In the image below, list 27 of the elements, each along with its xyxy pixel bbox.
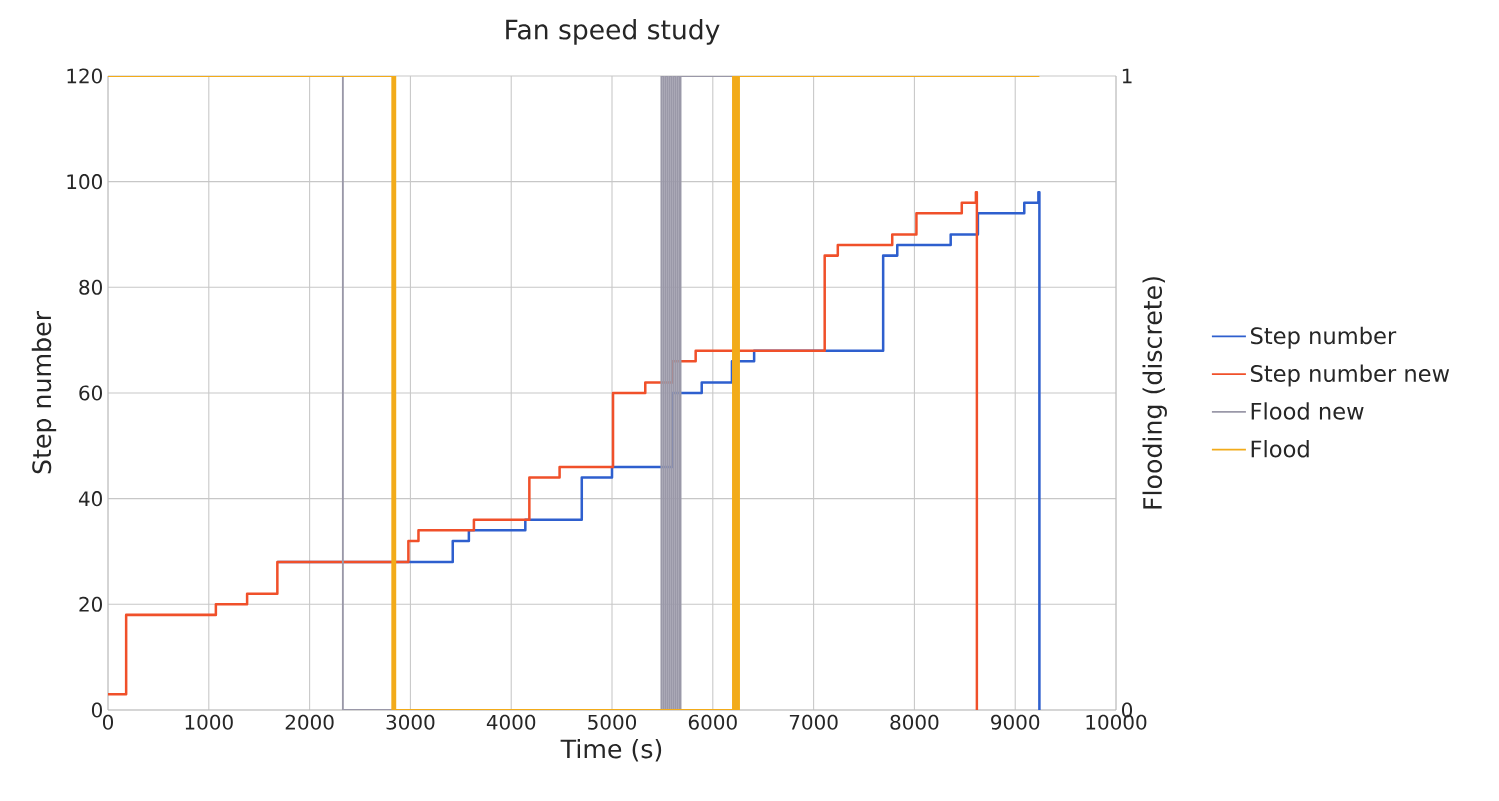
y-tick-label: 60	[79, 385, 102, 401]
x-tick-label: 9000	[991, 714, 1040, 730]
y-tick-label: 20	[79, 596, 102, 612]
legend-label: Step number	[1250, 326, 1397, 349]
x-tick-label: 7000	[789, 714, 838, 730]
x-tick-label: 5000	[588, 714, 637, 730]
x-tick-label: 1000	[185, 714, 233, 730]
x-tick-label: 0	[102, 714, 114, 730]
y-tick-label: 0	[91, 702, 102, 718]
y-tick-label: 40	[78, 491, 102, 507]
chart-title: Fan speed study	[506, 19, 720, 45]
y-axis-title: Step number	[31, 311, 57, 474]
y-tick-label: 120	[67, 68, 102, 84]
x-tick-label: 4000	[486, 714, 536, 730]
line-series	[108, 190, 979, 710]
x-tick-label: 3000	[386, 714, 435, 730]
x-tick-label: 8000	[890, 714, 939, 730]
y-tick-label: 80	[79, 279, 102, 295]
legend-label: Flood	[1251, 440, 1309, 458]
legend-label: Flood new	[1251, 402, 1364, 420]
y2-axis-title: Flooding (discrete)	[1142, 277, 1167, 509]
x-axis-title: Time (s)	[560, 738, 662, 762]
legend-label: Step number new	[1250, 364, 1450, 387]
x-tick-label: 6000	[688, 714, 737, 730]
x-tick-label: 2000	[285, 714, 334, 730]
y-tick-label: 100	[67, 174, 102, 190]
y2-tick-label: 1	[1122, 68, 1132, 84]
